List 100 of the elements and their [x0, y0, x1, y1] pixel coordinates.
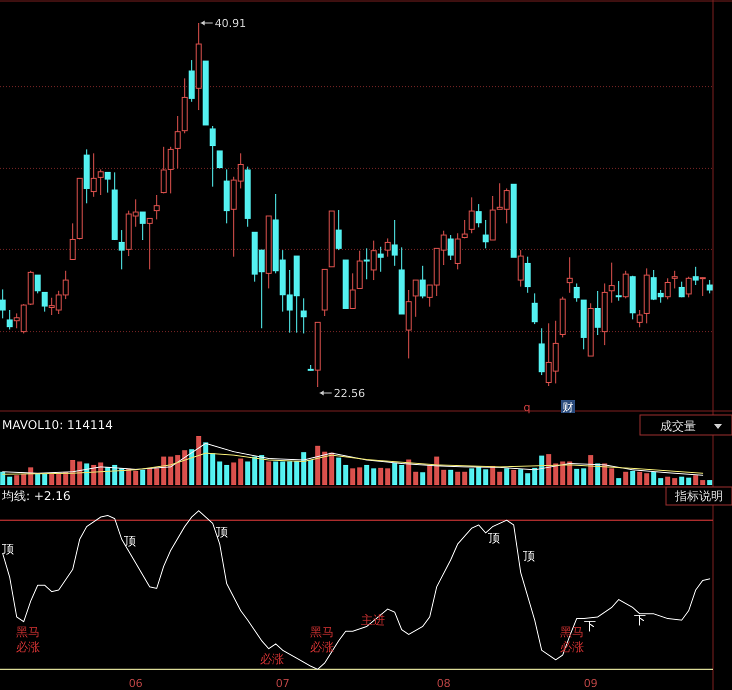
annotation: 顶 [124, 534, 136, 548]
candlestick [42, 292, 48, 312]
chart-title: 均线: +2.16 [1, 489, 71, 503]
bar [168, 456, 174, 485]
candlestick [616, 280, 622, 302]
candlestick [482, 219, 489, 249]
candlestick [118, 230, 125, 270]
annotation: 主进 [361, 613, 385, 627]
candlestick [412, 280, 419, 318]
x-tick-label: 08 [436, 677, 451, 690]
bar [119, 468, 124, 485]
annotation: 40.91 [214, 17, 246, 30]
bar [490, 466, 496, 485]
bar [399, 464, 404, 485]
candlestick [448, 234, 454, 261]
candlestick [566, 256, 573, 294]
bar [546, 454, 552, 485]
bar [364, 464, 370, 485]
candlestick [622, 270, 629, 299]
bar [658, 478, 664, 485]
bar [679, 476, 684, 485]
bar [686, 478, 692, 485]
bar [616, 478, 622, 485]
bar [532, 468, 538, 485]
candlestick [476, 204, 482, 228]
bar [350, 468, 356, 485]
bar [553, 463, 558, 485]
candlestick [336, 210, 342, 251]
x-tick-label: 06 [128, 677, 143, 690]
candlestick [636, 310, 643, 328]
bar [203, 442, 208, 485]
bar [154, 468, 160, 485]
bar [651, 472, 656, 485]
bar [644, 473, 650, 485]
bar [231, 462, 236, 485]
candlestick [608, 262, 615, 304]
bar [182, 450, 188, 485]
bar [189, 449, 194, 485]
bar [385, 468, 390, 485]
bar [259, 455, 264, 485]
bar [672, 478, 678, 485]
bar [357, 467, 362, 485]
bar [392, 462, 398, 485]
bar [308, 460, 314, 485]
candlestick [370, 240, 377, 281]
bar [112, 464, 118, 485]
bar [49, 473, 54, 485]
bar [441, 470, 446, 485]
bar [483, 469, 488, 485]
candlestick [420, 265, 426, 299]
bar [322, 452, 328, 485]
candlestick [700, 276, 706, 296]
bar [434, 456, 440, 485]
bar [371, 468, 376, 485]
bar [280, 461, 286, 485]
bar [525, 473, 530, 485]
bar [133, 470, 138, 485]
candlestick [518, 250, 524, 288]
bar [539, 456, 544, 485]
bar [77, 461, 82, 485]
candlestick [378, 246, 384, 272]
annotation: 下 [584, 619, 596, 633]
bar [42, 473, 48, 485]
candlestick [146, 218, 153, 270]
candlestick [70, 222, 76, 261]
bar [700, 480, 706, 485]
candlestick [364, 248, 370, 280]
annotation: 黑马必涨 [16, 625, 40, 654]
annotation: q [524, 401, 530, 414]
bar [476, 467, 482, 485]
bar [420, 472, 426, 485]
bar [245, 461, 250, 485]
bar [448, 470, 454, 485]
bar [469, 468, 474, 485]
bar [504, 468, 510, 485]
bar [637, 472, 642, 485]
annotation: 财 [562, 401, 574, 414]
bar [567, 461, 572, 485]
candlestick [462, 219, 468, 239]
bar [406, 460, 412, 485]
bar [238, 458, 244, 485]
candlestick [174, 116, 181, 169]
candlestick [216, 150, 223, 169]
candlestick [98, 168, 104, 196]
bar [378, 468, 384, 485]
candlestick [672, 270, 678, 289]
bar [35, 473, 40, 485]
candlestick [468, 196, 475, 234]
bar [315, 446, 320, 485]
annotation: 黑马必涨 [310, 625, 334, 654]
bar [224, 464, 230, 485]
bar [693, 475, 698, 485]
bar [56, 473, 62, 485]
candlestick [140, 212, 146, 241]
bar [665, 476, 670, 485]
bar [7, 476, 12, 485]
bar [595, 463, 600, 485]
x-tick-label: 09 [584, 677, 598, 690]
bar [588, 455, 594, 485]
bar [560, 461, 566, 485]
